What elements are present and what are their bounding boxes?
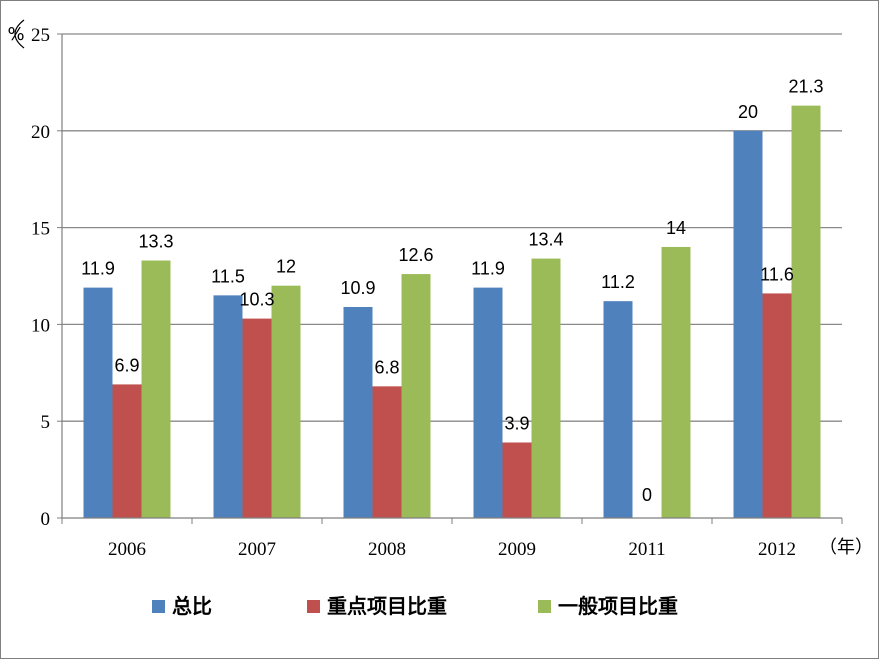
gridlines (57, 33, 842, 519)
data-label: 0 (642, 485, 652, 505)
data-labels: 11.9 6.9 13.3 11.5 10.312 10.9 6.8 12.6 11.9 3.9 1… (81, 77, 823, 505)
data-label: 12.6 (398, 245, 433, 265)
data-label: 6.8 (374, 357, 399, 377)
bar (242, 318, 272, 518)
legend-swatch (538, 600, 551, 613)
bar (502, 442, 532, 518)
y-tick-label: 0 (41, 509, 51, 530)
x-tick-label: 2006 (108, 539, 146, 560)
data-label: 11.9 (471, 259, 505, 279)
bar (762, 293, 792, 518)
data-label: 14 (666, 218, 686, 238)
legend-swatch (152, 600, 165, 613)
bar (661, 246, 691, 518)
y-axis-label: % (7, 24, 24, 45)
y-tick-label: 5 (41, 412, 51, 433)
y-tick-label: 10 (31, 315, 50, 336)
bar (372, 386, 402, 518)
bar (213, 295, 243, 518)
y-tick-label: 15 (31, 219, 50, 240)
data-label: 10.3 (239, 290, 274, 310)
data-label: 11.2 (601, 272, 635, 292)
bar (83, 287, 113, 518)
legend-label: 总比 (172, 594, 212, 618)
data-label: 3.9 (504, 413, 529, 433)
y-tick-label: 25 (31, 25, 50, 46)
y-tick-labels: 0 5 10 15 20 25 (31, 25, 50, 530)
x-tick-label: 2011 (628, 539, 665, 560)
data-label: 11.9 (81, 259, 115, 279)
legend-swatch (307, 600, 320, 613)
legend-label: 重点项目比重 (327, 594, 447, 618)
data-label: 20 (738, 102, 758, 122)
bar (603, 301, 633, 518)
x-tick-label: 2007 (238, 539, 276, 560)
x-tick-label: 2012 (758, 539, 796, 560)
axes (61, 34, 843, 524)
bar (791, 105, 821, 518)
bar (473, 287, 503, 518)
bar (401, 274, 431, 518)
data-label: 12 (276, 257, 296, 277)
data-label: 21.3 (788, 77, 823, 97)
bar (531, 258, 561, 518)
bars (83, 105, 821, 519)
unit-paren-icon (14, 19, 25, 49)
data-label: 6.9 (114, 355, 139, 375)
bar (733, 130, 763, 519)
legend-label: 一般项目比重 (558, 594, 678, 618)
legend: 总比 重点项目比重 一般项目比重 (152, 594, 678, 618)
x-axis-label: （年） (819, 537, 873, 558)
x-tick-label: 2008 (368, 539, 406, 560)
y-axis-unit: % (7, 19, 25, 49)
x-tick-label: 2009 (498, 539, 536, 560)
x-tick-labels: 2006 2007 2008 2009 2011 2012 (108, 539, 796, 560)
data-label: 11.5 (211, 266, 245, 286)
bar (112, 384, 142, 518)
data-label: 13.3 (138, 232, 173, 252)
data-label: 13.4 (528, 230, 563, 250)
data-label: 10.9 (340, 278, 375, 298)
data-label: 11.6 (760, 264, 794, 284)
bar (141, 260, 171, 518)
bar (343, 306, 373, 518)
y-tick-label: 20 (31, 122, 50, 143)
bar (271, 285, 301, 518)
